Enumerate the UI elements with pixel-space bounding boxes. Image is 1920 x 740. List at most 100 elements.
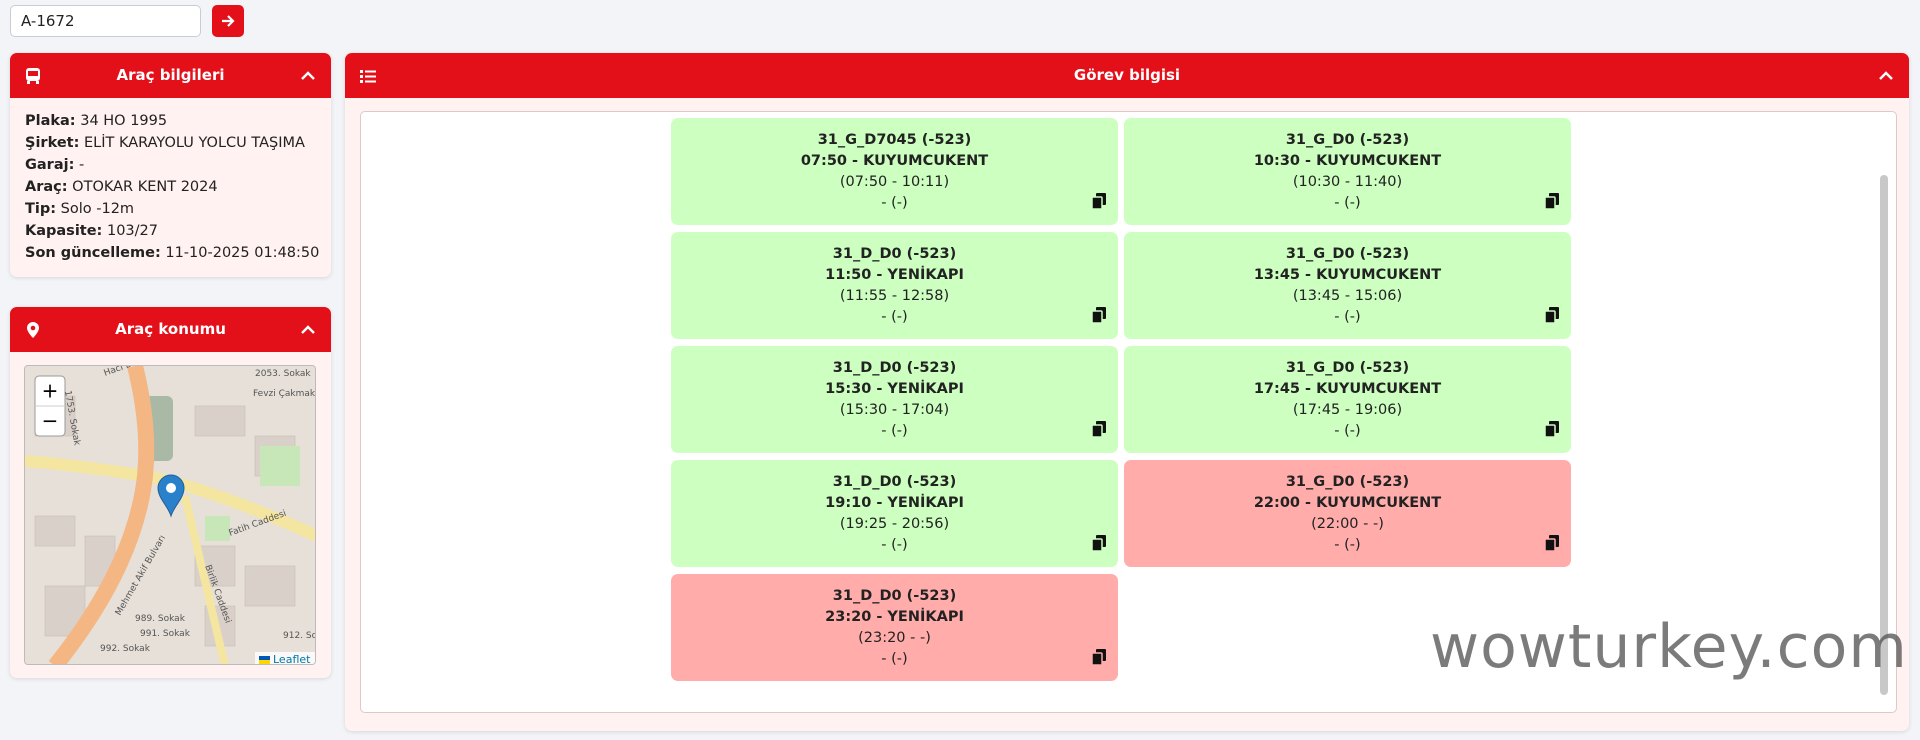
panel-header[interactable]: Araç konumu	[10, 307, 331, 352]
card-line: 11:50 - YENİKAPI	[825, 267, 964, 283]
search-input[interactable]: A-1672	[10, 5, 201, 37]
copy-icon[interactable]	[1092, 535, 1106, 551]
card-line: - (-)	[1334, 195, 1361, 211]
copy-icon[interactable]	[1092, 649, 1106, 665]
card-line: 10:30 - KUYUMCUKENT	[1253, 153, 1442, 169]
card-line: 31_G_D0 (-523)	[1285, 360, 1410, 376]
copy-icon[interactable]	[1545, 535, 1559, 551]
card-line: 15:30 - YENİKAPI	[825, 381, 964, 397]
list-icon	[360, 70, 376, 83]
info-value: 103/27	[106, 223, 158, 239]
vehicle-info: Plaka: 34 HO 1995 Şirket: ELİT KARAYOLU Y…	[25, 110, 319, 264]
copy-icon[interactable]	[1092, 421, 1106, 437]
card-line: 19:10 - YENİKAPI	[825, 495, 964, 511]
copy-icon[interactable]	[1545, 421, 1559, 437]
task-card[interactable]: 31_D_D0 (-523) 11:50 - YENİKAPI (11:55 - 1…	[671, 232, 1118, 339]
marker[interactable]	[157, 474, 185, 518]
card-line: (23:20 - -)	[858, 630, 931, 646]
zoom-out[interactable]: −	[42, 409, 59, 433]
panel-title: Araç bilgileri	[116, 66, 225, 84]
card-line: 13:45 - KUYUMCUKENT	[1253, 267, 1442, 283]
search-button[interactable]	[212, 5, 244, 37]
card-line: 31_D_D0 (-523)	[832, 360, 957, 376]
street-label: 912. Sokak	[283, 631, 316, 641]
pin-icon	[27, 322, 39, 338]
info-label: Plaka:	[25, 113, 76, 129]
card-line: - (-)	[881, 423, 908, 439]
info-label: Kapasite:	[25, 223, 103, 239]
card-line: (10:30 - 11:40)	[1292, 174, 1403, 190]
card-line: 31_G_D0 (-523)	[1285, 246, 1410, 262]
collapse-icon[interactable]	[299, 321, 317, 339]
card-line: 31_D_D0 (-523)	[832, 246, 957, 262]
street-label: 2053. Sokak	[255, 369, 311, 379]
info-value: ELİT KARAYOLU YOLCU TAŞIMA	[84, 135, 305, 151]
copy-icon[interactable]	[1092, 193, 1106, 209]
task-card[interactable]: 31_D_D0 (-523) 15:30 - YENİKAPI (15:30 - 1…	[671, 346, 1118, 453]
panel-title: Araç konumu	[115, 320, 226, 338]
card-line: (15:30 - 17:04)	[839, 402, 950, 418]
copy-icon[interactable]	[1092, 307, 1106, 323]
collapse-icon[interactable]	[299, 67, 317, 85]
card-line: (19:25 - 20:56)	[839, 516, 950, 532]
vehicle-panel: Araç bilgileri Plaka: 34 HO 1995 Şirket: …	[10, 53, 331, 277]
card-line: (22:00 - -)	[1311, 516, 1384, 532]
card-line: (17:45 - 19:06)	[1292, 402, 1403, 418]
task-card[interactable]: 31_G_D0 (-523) 10:30 - KUYUMCUKENT (10:30 …	[1124, 118, 1571, 225]
info-value: OTOKAR KENT 2024	[72, 179, 218, 195]
info-row: Araç: OTOKAR KENT 2024	[25, 176, 319, 198]
collapse-icon[interactable]	[1877, 67, 1895, 85]
info-label: Şirket:	[25, 135, 80, 151]
info-label: Tip:	[25, 201, 57, 217]
task-card[interactable]: 31_G_D0 (-523) 22:00 - KUYUMCUKENT (22:00 …	[1124, 460, 1571, 567]
arrow-icon	[222, 15, 235, 27]
info-row: Tip: Solo -12m	[25, 198, 319, 220]
task-card[interactable]: 31_G_D0 (-523) 13:45 - KUYUMCUKENT (13:45 …	[1124, 232, 1571, 339]
card-line: 31_D_D0 (-523)	[832, 588, 957, 604]
card-line: - (-)	[881, 309, 908, 325]
watermark: wowturkey.com	[1430, 612, 1908, 682]
card-line: - (-)	[1334, 423, 1361, 439]
info-row: Son güncelleme: 11-10-2025 01:48:50	[25, 242, 319, 264]
street-label: 989. Sokak	[135, 614, 186, 624]
task-list: 31_G_D7045 (-523) 07:50 - KUYUMCUKENT (07:…	[360, 111, 1897, 713]
card-line: 23:20 - YENİKAPI	[825, 609, 964, 625]
info-row: Garaj: -	[25, 154, 319, 176]
zoom-control	[34, 375, 66, 437]
card-line: 07:50 - KUYUMCUKENT	[800, 153, 989, 169]
card-line: - (-)	[1334, 537, 1361, 553]
street-label: Fevzi Çakmak	[253, 389, 316, 399]
card-line: (11:55 - 12:58)	[839, 288, 950, 304]
info-label: Son güncelleme:	[25, 245, 161, 261]
info-label: Garaj:	[25, 157, 75, 173]
card-line: 31_G_D0 (-523)	[1285, 474, 1410, 490]
copy-icon[interactable]	[1545, 193, 1559, 209]
panel-header[interactable]: Araç bilgileri	[10, 53, 331, 98]
card-line: - (-)	[881, 195, 908, 211]
info-row: Kapasite: 103/27	[25, 220, 319, 242]
task-card[interactable]: 31_G_D7045 (-523) 07:50 - KUYUMCUKENT (07:…	[671, 118, 1118, 225]
bus-icon	[26, 68, 40, 84]
zoom-in[interactable]: +	[42, 379, 59, 403]
card-line: - (-)	[1334, 309, 1361, 325]
card-line: - (-)	[881, 651, 908, 667]
card-line: (07:50 - 10:11)	[839, 174, 950, 190]
card-line: 31_G_D7045 (-523)	[817, 132, 972, 148]
info-value: 34 HO 1995	[80, 113, 168, 129]
card-line: 22:00 - KUYUMCUKENT	[1253, 495, 1442, 511]
task-card[interactable]: 31_D_D0 (-523) 23:20 - YENİKAPI (23:20 - -…	[671, 574, 1118, 681]
card-line: 31_D_D0 (-523)	[832, 474, 957, 490]
task-card[interactable]: 31_G_D0 (-523) 17:45 - KUYUMCUKENT (17:45 …	[1124, 346, 1571, 453]
card-line: 17:45 - KUYUMCUKENT	[1253, 381, 1442, 397]
map-attribution[interactable]: Leaflet	[273, 653, 311, 665]
scrollbar[interactable]	[1880, 175, 1888, 695]
info-value: 11-10-2025 01:48:50	[165, 245, 320, 261]
task-card[interactable]: 31_D_D0 (-523) 19:10 - YENİKAPI (19:25 - 2…	[671, 460, 1118, 567]
location-panel: Araç konumu + − Leaflet Fatih Caddesi Meh…	[10, 307, 331, 678]
info-row: Plaka: 34 HO 1995	[25, 110, 319, 132]
panel-header[interactable]: Görev bilgisi	[345, 53, 1909, 98]
copy-icon[interactable]	[1545, 307, 1559, 323]
info-value: -	[79, 157, 85, 173]
